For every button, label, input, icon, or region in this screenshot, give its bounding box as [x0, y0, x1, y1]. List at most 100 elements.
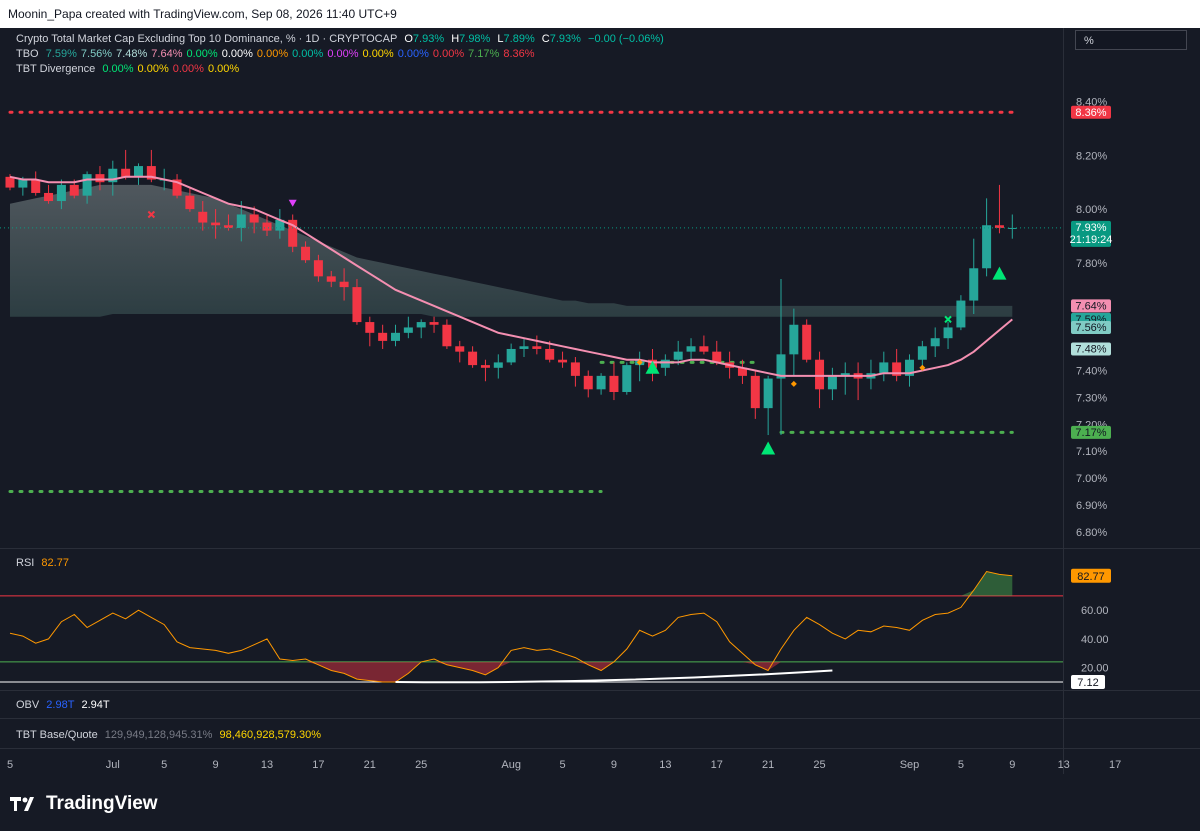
- rsi-base-value-label: 7.12: [1077, 677, 1098, 689]
- candle-body-48: [622, 365, 632, 392]
- candle-body-36: [468, 351, 478, 366]
- main-chart-svg[interactable]: 8.40%8.20%8.00%7.80%7.40%7.30%7.20%7.10%…: [0, 28, 1200, 774]
- candle-body-72: [930, 338, 940, 347]
- candle-body-15: [198, 211, 208, 223]
- attribution-text: Moonin_Papa created with TradingView.com…: [8, 7, 397, 21]
- candle-body-1: [18, 179, 28, 188]
- rsi-oversold-fill: [10, 661, 1013, 682]
- time-tick-label-11: 13: [659, 759, 671, 771]
- tbo-name[interactable]: TBO: [16, 48, 39, 60]
- price-label-text-5: 7.48%: [1075, 343, 1106, 355]
- candle-body-75: [969, 268, 979, 301]
- unit-selector[interactable]: %: [1075, 30, 1187, 50]
- candle-body-24: [313, 260, 323, 277]
- candle-body-32: [416, 322, 426, 328]
- unit-label: %: [1084, 35, 1094, 47]
- signal-triangle-up-2: [761, 441, 776, 455]
- price-label-box-4: [1071, 320, 1111, 334]
- tbo-value-10: 0.00%: [397, 48, 429, 60]
- candle-body-10: [134, 166, 143, 177]
- rsi-tick-label-1: 40.00: [1081, 634, 1109, 646]
- obv-name[interactable]: OBV: [16, 699, 40, 711]
- ma-line: [9, 175, 1013, 377]
- signal-diamond-4: [790, 380, 797, 387]
- candle-body-74: [956, 300, 966, 328]
- rsi-line: [9, 570, 1013, 683]
- time-tick-label-0: 5: [7, 759, 13, 771]
- time-tick-label-4: 13: [261, 759, 273, 771]
- time-tick-label-19: 17: [1109, 759, 1121, 771]
- candle-body-46: [596, 375, 606, 390]
- obv-value-1: 2.98T: [46, 699, 75, 711]
- candle-body-21: [275, 219, 285, 231]
- pane-separator-time: [0, 748, 1200, 749]
- candle-body-18: [236, 214, 246, 228]
- candle-body-68: [879, 362, 889, 374]
- ohlc-open: O7.93%: [404, 33, 445, 45]
- divergence-value-2: 0.00%: [172, 63, 204, 75]
- candle-body-3: [44, 192, 54, 202]
- base-quote-name[interactable]: TBT Base/Quote: [16, 729, 98, 741]
- pane-separator-obv: [0, 690, 1200, 691]
- candle-body-52: [673, 351, 683, 360]
- candle-body-27: [352, 287, 362, 323]
- candle-body-26: [339, 281, 349, 288]
- divergence-name[interactable]: TBT Divergence: [16, 63, 96, 75]
- tradingview-logo-icon: [10, 797, 34, 811]
- footer: [0, 774, 1200, 831]
- rsi-base-value-box: [1071, 675, 1105, 689]
- candle-body-73: [943, 327, 953, 339]
- tbo-value-13: 8.36%: [503, 48, 535, 60]
- candle-body-5: [69, 184, 79, 196]
- candle-body-30: [391, 332, 400, 341]
- price-label-box-2: [1071, 299, 1111, 313]
- tbo-value-11: 0.00%: [432, 48, 465, 60]
- price-tick-label-7: 7.10%: [1076, 446, 1107, 458]
- tbo-value-7: 0.00%: [292, 48, 324, 60]
- signal-diamond-6: [636, 359, 643, 366]
- candle-body-7: [95, 174, 105, 183]
- tbo-legend: TBO 7.59% 7.56% 7.48% 7.64% 0.00% 0.00% 0.00% 0…: [16, 48, 543, 60]
- time-tick-label-12: 17: [711, 759, 723, 771]
- candle-body-22: [288, 219, 298, 247]
- time-tick-label-10: 9: [611, 759, 617, 771]
- time-tick-label-7: 25: [415, 759, 427, 771]
- signal-triangle-down-0: [288, 199, 297, 207]
- ohlc-low: L7.89%: [497, 33, 535, 45]
- price-tick-label-4: 7.40%: [1076, 365, 1107, 377]
- time-tick-label-16: 5: [958, 759, 964, 771]
- ohlc-close: C7.93%: [541, 33, 581, 45]
- candle-body-77: [994, 225, 1004, 228]
- candle-body-76: [982, 225, 992, 269]
- time-tick-label-14: 25: [813, 759, 825, 771]
- candle-body-63: [815, 359, 825, 390]
- time-tick-label-8: Aug: [501, 759, 521, 771]
- chart-area[interactable]: 8.40% 8.20% 8.00% 7.80% 7.40% 7.30% 7.20% 7.10%…: [0, 28, 1200, 774]
- obv-value-2: 2.94T: [81, 699, 110, 711]
- price-tick-label-3: 7.80%: [1076, 258, 1107, 270]
- candle-body-65: [840, 373, 850, 376]
- tbo-value-4: 0.00%: [186, 48, 218, 60]
- divergence-value-0: 0.00%: [102, 63, 134, 75]
- time-tick-label-1: Jul: [106, 759, 120, 771]
- rsi-tick-label-0: 60.00: [1081, 605, 1109, 617]
- price-tick-label-10: 6.80%: [1076, 527, 1107, 539]
- time-tick-label-2: 5: [161, 759, 167, 771]
- time-tick-label-17: 9: [1009, 759, 1015, 771]
- rsi-tick-label-2: 20.00: [1081, 663, 1109, 675]
- tradingview-logo: TradingView: [10, 793, 158, 815]
- time-tick-label-6: 21: [364, 759, 376, 771]
- candle-body-0: [5, 176, 15, 188]
- candle-body-59: [763, 378, 773, 409]
- candle-body-17: [223, 225, 233, 228]
- price-tick-label-2: 8.00%: [1076, 204, 1107, 216]
- price-tick-label-5: 7.30%: [1076, 392, 1107, 404]
- tbo-value-5: 0.00%: [221, 48, 253, 60]
- rsi-name[interactable]: RSI: [16, 557, 35, 569]
- tbo-values: 7.59% 7.56% 7.48% 7.64% 0.00% 0.00% 0.00% 0.00%…: [46, 48, 539, 60]
- candle-body-61: [789, 324, 799, 355]
- time-tick-label-15: Sep: [900, 759, 920, 771]
- candle-body-23: [301, 246, 311, 261]
- tbo-value-6: 0.00%: [256, 48, 289, 60]
- symbol-title[interactable]: Crypto Total Market Cap Excluding Top 10…: [16, 33, 398, 45]
